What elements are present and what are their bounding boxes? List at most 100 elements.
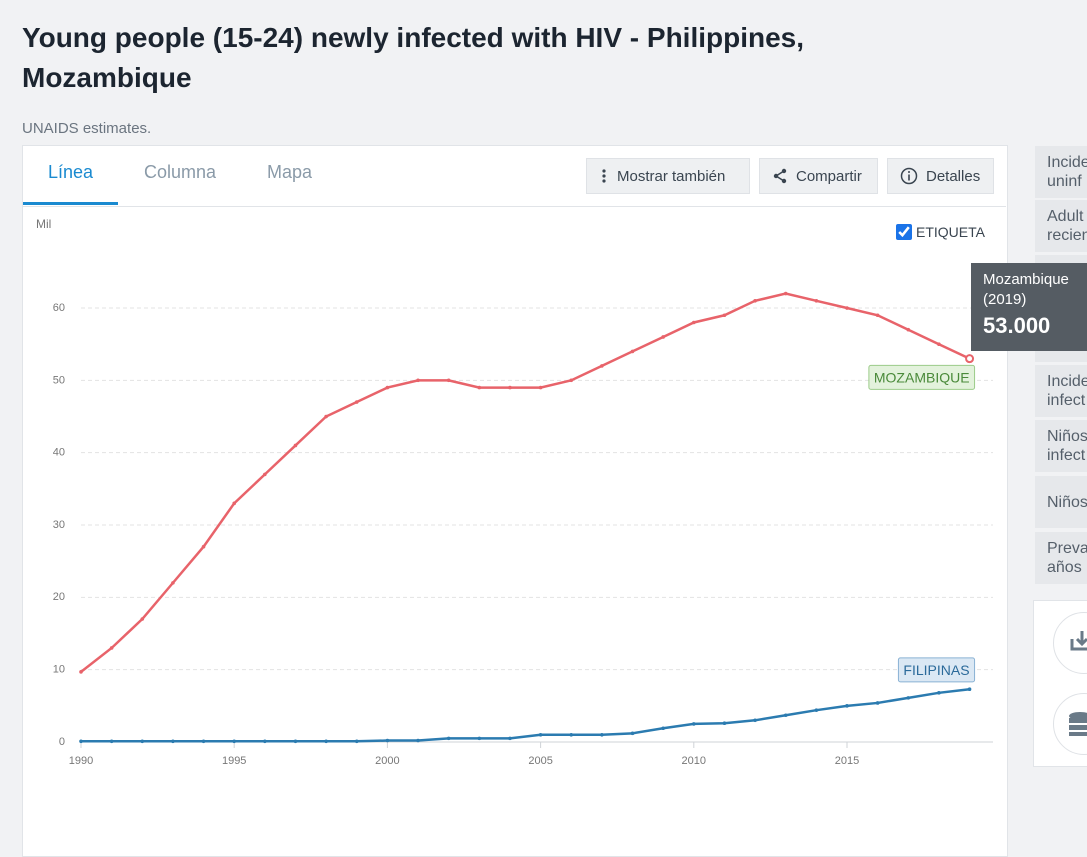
show-also-button[interactable]: Mostrar también xyxy=(586,158,750,194)
data-point xyxy=(600,732,604,737)
data-point xyxy=(79,670,83,674)
data-point xyxy=(79,739,83,744)
data-point xyxy=(171,581,175,585)
tab-bar xyxy=(23,146,1006,207)
data-point xyxy=(293,739,298,744)
sidebar-item[interactable]: Niños xyxy=(1035,476,1087,528)
data-point xyxy=(937,342,941,346)
tooltip-value: 53.000 xyxy=(983,313,1051,338)
sidebar-text: recien xyxy=(1047,227,1087,244)
data-point xyxy=(416,738,420,743)
download-button[interactable] xyxy=(1053,612,1087,674)
data-point xyxy=(875,313,880,318)
data-point xyxy=(263,739,267,744)
y-tick-label: 10 xyxy=(53,664,65,676)
y-tick-label: 40 xyxy=(53,447,65,459)
data-point xyxy=(232,501,236,506)
data-point xyxy=(692,722,696,726)
page-title: Young people (15-24) newly infected with… xyxy=(22,22,805,93)
data-point xyxy=(569,378,574,383)
sidebar-text: infect xyxy=(1047,392,1086,409)
data-point xyxy=(753,718,757,723)
tooltip-period: (2019) xyxy=(983,291,1027,308)
data-point xyxy=(937,691,941,695)
data-button[interactable] xyxy=(1053,693,1087,755)
share-button[interactable]: Compartir xyxy=(759,158,878,194)
data-point xyxy=(906,327,911,332)
icon xyxy=(900,167,918,185)
sidebar-text: Incide xyxy=(1047,373,1087,390)
sidebar-item[interactable]: Incide uninf xyxy=(1035,146,1087,198)
y-tick-label: 50 xyxy=(53,374,65,386)
y-tick-label: 0 xyxy=(59,736,65,748)
data-point xyxy=(109,739,114,744)
sidebar-text: uninf xyxy=(1047,173,1082,190)
sidebar-text: Niños xyxy=(1047,493,1087,511)
data-point xyxy=(845,704,849,708)
x-tick-label: 2005 xyxy=(528,755,552,767)
tab[interactable]: Columna xyxy=(144,162,217,182)
subtitle: UNAIDS estimates. xyxy=(22,120,152,137)
tab[interactable]: Mapa xyxy=(267,162,313,182)
data-point xyxy=(630,349,635,354)
x-tick-label: 2015 xyxy=(835,755,859,767)
line-chart: Mil 0 10 20 30 40 50 60 1990 1995 2000 2005 2010 201… xyxy=(36,217,993,767)
data-point xyxy=(293,443,298,448)
series-line xyxy=(81,687,970,743)
data-point xyxy=(232,739,236,744)
details-button[interactable]: Detalles xyxy=(887,158,994,194)
data-point xyxy=(201,739,206,744)
sidebar-text: Niños xyxy=(1047,428,1087,445)
checkbox-label: ETIQUETA xyxy=(916,224,985,240)
sidebar-item[interactable]: Preva años xyxy=(1035,532,1087,584)
tooltip: Mozambique (2019) 53.000 xyxy=(971,263,1087,351)
data-point xyxy=(630,731,635,736)
x-tick-label: 1990 xyxy=(69,755,93,767)
data-point xyxy=(845,306,849,310)
sidebar-item[interactable]: Incide infect xyxy=(1035,365,1087,417)
series-label-text: MOZAMBIQUE xyxy=(874,369,970,385)
data-point xyxy=(783,713,788,718)
icon xyxy=(773,168,787,184)
icon xyxy=(1070,631,1087,651)
tab[interactable]: Línea xyxy=(48,162,94,182)
y-unit: Mil xyxy=(36,217,51,231)
data-point xyxy=(753,298,757,303)
x-tick-label: 2010 xyxy=(682,755,706,767)
data-point xyxy=(692,320,696,325)
button-label: Compartir xyxy=(796,167,862,185)
data-point xyxy=(446,378,451,383)
data-point xyxy=(263,472,267,477)
data-point xyxy=(324,739,328,744)
sidebar-item[interactable]: Adult recien xyxy=(1035,200,1087,252)
data-point xyxy=(140,739,145,744)
data-point xyxy=(783,291,788,296)
data-point xyxy=(477,385,482,390)
checkbox[interactable] xyxy=(896,224,912,240)
data-point xyxy=(385,385,390,390)
sidebar-item[interactable]: Niños infect xyxy=(1035,420,1087,472)
data-point xyxy=(661,335,665,339)
x-tick-label: 1995 xyxy=(222,755,246,767)
y-tick-label: 20 xyxy=(53,591,65,603)
data-point xyxy=(538,732,543,737)
data-point xyxy=(906,696,911,700)
sidebar-text: infect xyxy=(1047,447,1086,464)
data-point xyxy=(661,726,665,731)
data-point xyxy=(385,738,390,743)
data-point xyxy=(569,732,574,737)
sidebar-text: Incide xyxy=(1047,154,1087,171)
data-point xyxy=(508,736,512,741)
series-label-box xyxy=(897,657,976,683)
data-point xyxy=(354,400,359,404)
sidebar-text: años xyxy=(1047,559,1082,576)
label-toggle[interactable]: ETIQUETA xyxy=(896,224,985,240)
tab-underline xyxy=(23,202,118,205)
data-point xyxy=(201,544,206,549)
data-point xyxy=(600,364,604,368)
data-point xyxy=(354,739,359,744)
data-point xyxy=(508,385,512,390)
x-tick-label: 2000 xyxy=(375,755,399,767)
data-point xyxy=(416,378,420,383)
